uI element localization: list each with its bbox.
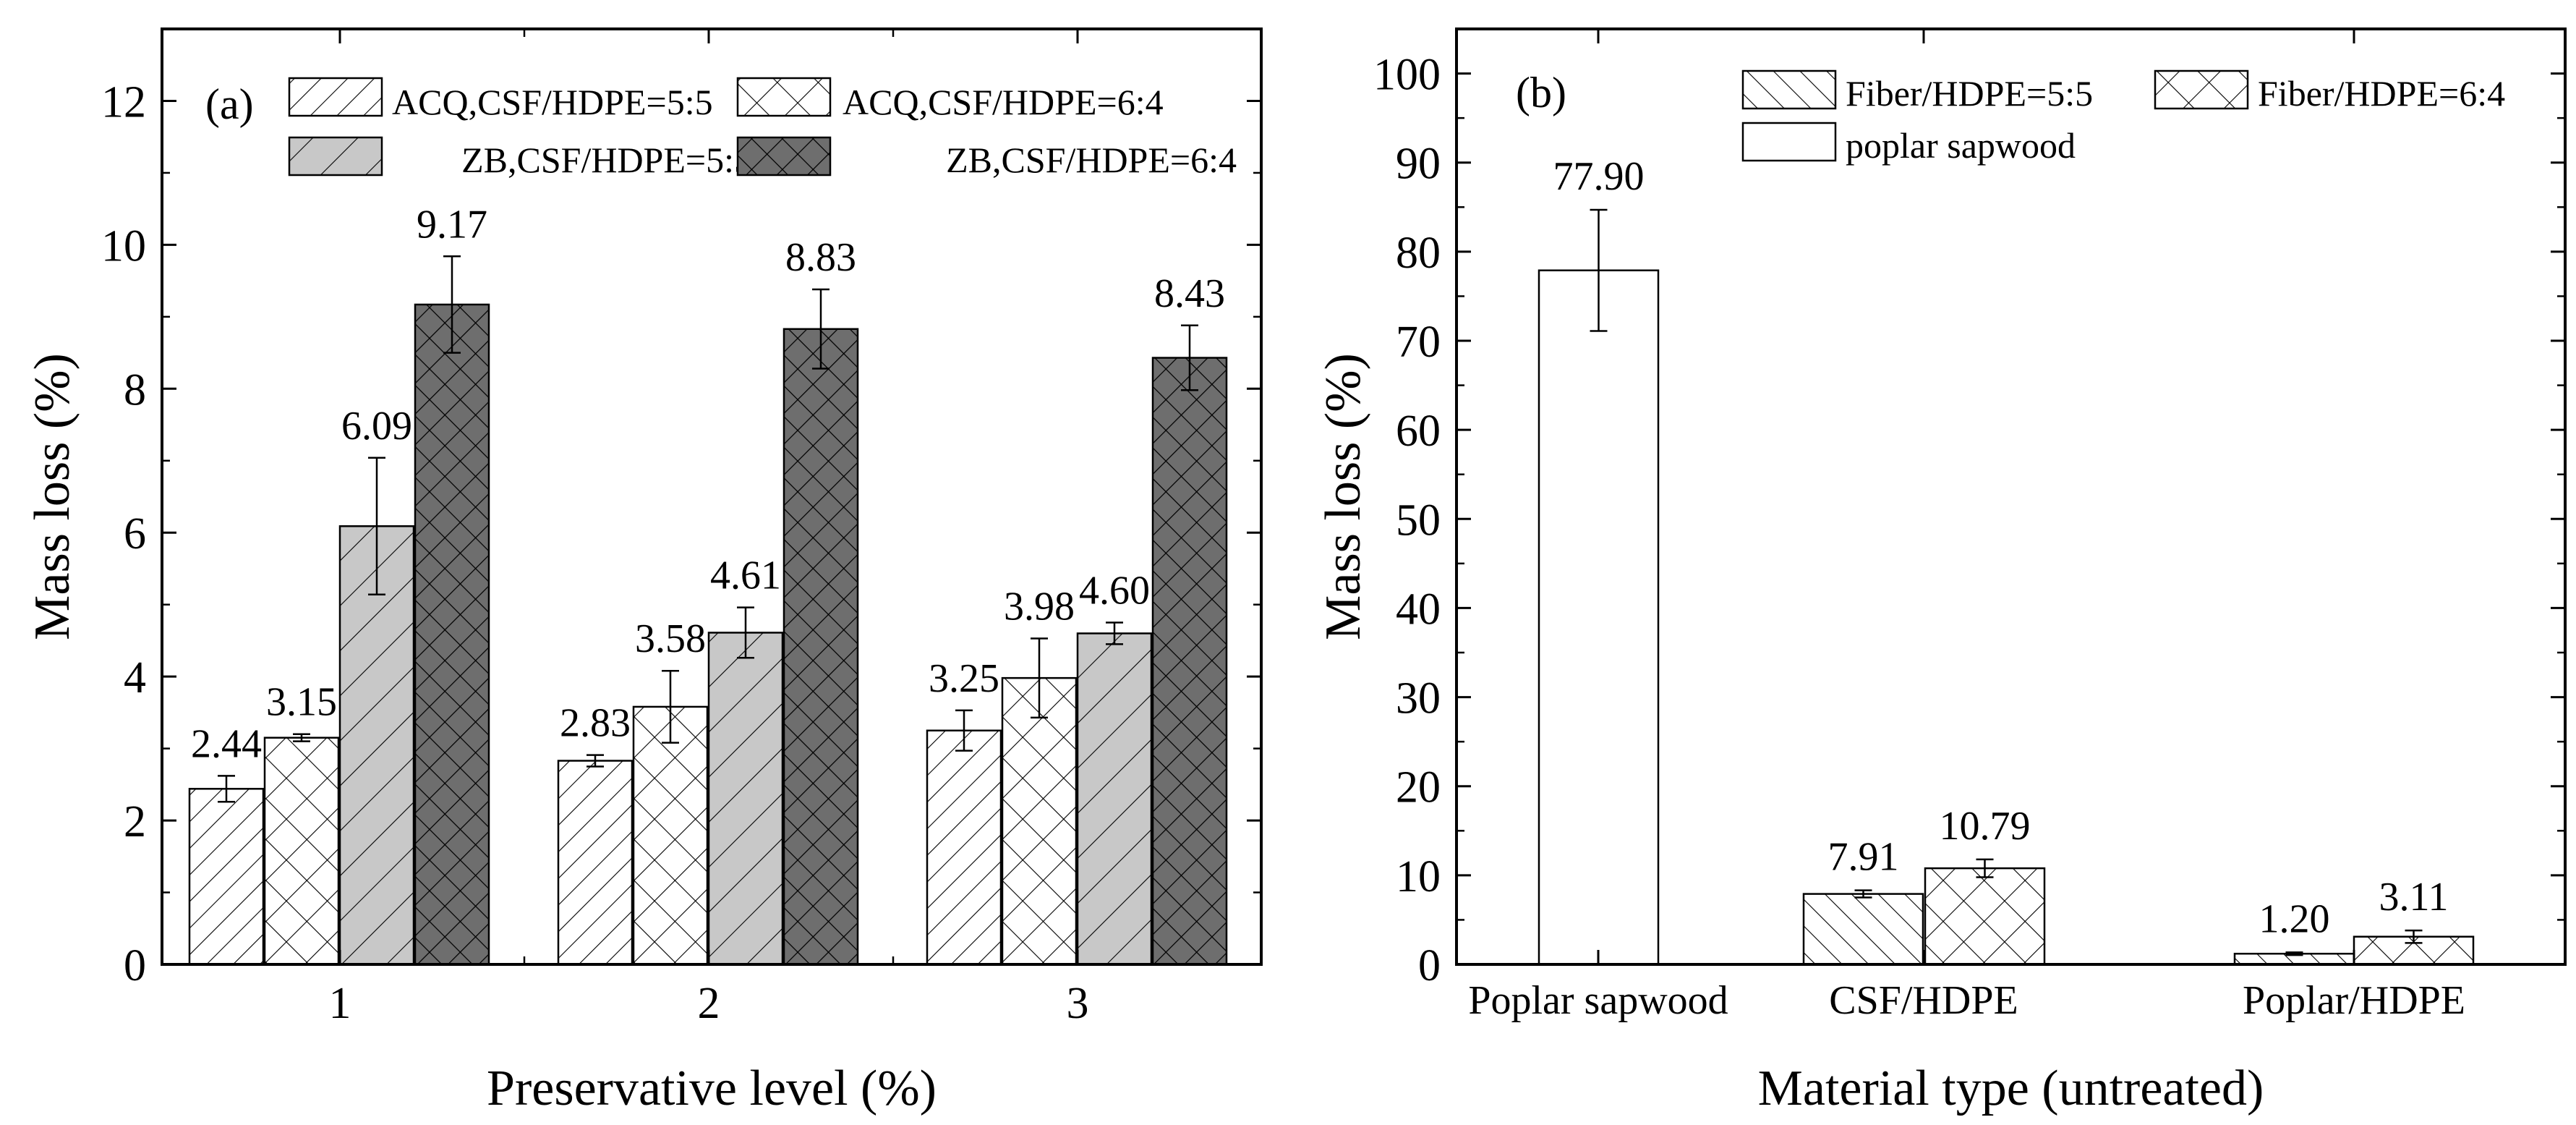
legend-label: poplar sapwood	[1846, 125, 2076, 166]
x-axis-title: Material type (untreated)	[1758, 1061, 2264, 1116]
y-tick-label: 20	[1396, 763, 1441, 812]
data-label: 8.83	[785, 235, 856, 280]
data-label: 4.61	[710, 553, 781, 598]
bar	[1151, 357, 1228, 966]
x-tick-label: 1	[329, 979, 351, 1028]
bar	[1076, 632, 1153, 966]
bar	[926, 729, 1002, 966]
y-tick-label: 0	[124, 941, 146, 990]
bar	[188, 788, 265, 966]
y-tick-label: 8	[124, 365, 146, 415]
x-tick-label: 2	[698, 979, 720, 1028]
legend-label: ACQ,CSF/HDPE=5:5	[392, 82, 713, 122]
data-label: 8.43	[1154, 271, 1225, 316]
y-tick-label: 70	[1396, 318, 1441, 367]
bar	[632, 705, 709, 966]
bar	[1538, 269, 1660, 966]
x-tick-label: CSF/HDPE	[1829, 978, 2018, 1023]
data-label: 3.11	[2379, 875, 2449, 920]
data-label: 2.44	[191, 721, 262, 766]
bar	[1924, 867, 2046, 966]
y-tick-label: 60	[1396, 407, 1441, 456]
bar	[1802, 893, 1924, 966]
legend-label: ZB,CSF/HDPE=5:5	[461, 140, 752, 180]
y-tick-label: 30	[1396, 674, 1441, 723]
legend-swatch	[2154, 69, 2249, 110]
legend-swatch	[1741, 122, 1837, 162]
y-axis-title: Mass loss (%)	[25, 353, 80, 640]
legend-label: Fiber/HDPE=6:4	[2258, 73, 2505, 114]
data-label: 10.79	[1940, 804, 2031, 849]
data-label: 1.20	[2259, 896, 2330, 941]
panel-label: (a)	[205, 80, 254, 128]
x-axis-title: Preservative level (%)	[487, 1061, 937, 1116]
y-tick-label: 10	[1396, 852, 1441, 901]
bar	[263, 736, 340, 966]
x-tick-label: Poplar/HDPE	[2243, 978, 2465, 1023]
data-label: 2.83	[560, 701, 631, 746]
data-label: 3.58	[635, 616, 706, 661]
panel-label: (b)	[1516, 69, 1566, 116]
plot-frame	[1455, 27, 2567, 966]
bar	[557, 760, 634, 966]
data-label: 77.90	[1553, 154, 1645, 199]
bar	[1001, 676, 1078, 966]
legend-swatch	[736, 136, 832, 177]
y-axis-title: Mass loss (%)	[1315, 353, 1371, 640]
y-tick-label: 90	[1396, 140, 1441, 189]
bar	[414, 303, 490, 966]
y-tick-label: 50	[1396, 496, 1441, 545]
y-tick-label: 2	[124, 797, 146, 846]
data-label: 3.25	[929, 656, 999, 701]
legend-label: ACQ,CSF/HDPE=6:4	[843, 82, 1164, 122]
data-label: 4.60	[1079, 569, 1150, 614]
x-tick-label: Poplar sapwood	[1468, 978, 1728, 1023]
legend-label: Fiber/HDPE=5:5	[1846, 73, 2093, 114]
y-tick-label: 4	[124, 653, 146, 702]
data-label: 6.09	[341, 404, 412, 449]
data-label: 7.91	[1828, 835, 1899, 880]
data-label: 3.98	[1004, 584, 1075, 629]
y-tick-label: 80	[1396, 229, 1441, 278]
legend-swatch	[288, 136, 383, 177]
legend-label: ZB,CSF/HDPE=6:4	[946, 140, 1237, 180]
y-tick-label: 40	[1396, 585, 1441, 634]
y-tick-label: 100	[1373, 51, 1441, 100]
bar	[782, 328, 859, 966]
y-tick-label: 6	[124, 509, 146, 559]
y-tick-label: 12	[101, 77, 146, 127]
legend-swatch	[1741, 69, 1837, 110]
data-label: 3.15	[266, 680, 337, 725]
legend-swatch	[736, 77, 832, 117]
bar	[707, 632, 784, 966]
x-tick-label: 3	[1067, 979, 1089, 1028]
legend-swatch	[288, 77, 383, 117]
bar	[338, 525, 415, 966]
y-tick-label: 10	[101, 221, 146, 271]
data-label: 9.17	[417, 202, 487, 247]
panel-b-mass-loss-chart: 0 10 20 30 40 50 60 70 80 90 100 77.90 7.91 1.20 10.79…	[1315, 27, 2567, 1116]
plot-frame	[161, 27, 1263, 966]
y-tick-label: 0	[1418, 941, 1441, 990]
